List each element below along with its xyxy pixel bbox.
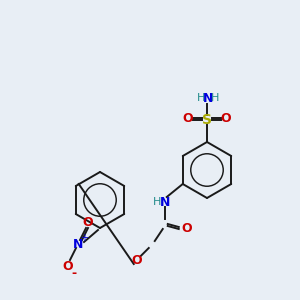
Text: -: - bbox=[71, 266, 76, 280]
Text: N: N bbox=[73, 238, 83, 250]
Text: H: H bbox=[197, 93, 205, 103]
Text: N: N bbox=[160, 196, 170, 208]
Text: +: + bbox=[80, 233, 88, 243]
Text: O: O bbox=[83, 217, 93, 230]
Text: O: O bbox=[183, 112, 193, 125]
Text: N: N bbox=[203, 92, 213, 104]
Text: O: O bbox=[221, 112, 231, 125]
Text: O: O bbox=[131, 254, 142, 266]
Text: O: O bbox=[63, 260, 73, 272]
Text: H: H bbox=[211, 93, 219, 103]
Text: S: S bbox=[202, 113, 212, 127]
Text: O: O bbox=[182, 223, 192, 236]
Text: H: H bbox=[153, 197, 161, 207]
